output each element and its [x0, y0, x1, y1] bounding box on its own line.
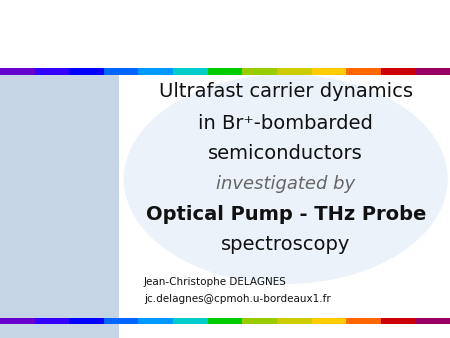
- Ellipse shape: [124, 74, 448, 284]
- FancyBboxPatch shape: [0, 0, 119, 338]
- Bar: [311, 68, 346, 75]
- Text: semiconductors: semiconductors: [208, 144, 363, 163]
- Text: Jean-Christophe DELAGNES: Jean-Christophe DELAGNES: [144, 277, 287, 287]
- Bar: [277, 318, 311, 324]
- Bar: [277, 68, 311, 75]
- Bar: [346, 318, 381, 324]
- Bar: [35, 68, 69, 75]
- Bar: [208, 318, 242, 324]
- FancyBboxPatch shape: [0, 0, 450, 68]
- Bar: [242, 68, 277, 75]
- Bar: [139, 68, 173, 75]
- FancyBboxPatch shape: [119, 0, 450, 68]
- Bar: [69, 318, 104, 324]
- Text: Optical Pump - THz Probe: Optical Pump - THz Probe: [145, 205, 426, 224]
- FancyBboxPatch shape: [119, 0, 450, 338]
- Bar: [381, 318, 415, 324]
- Text: jc.delagnes@cpmoh.u-bordeaux1.fr: jc.delagnes@cpmoh.u-bordeaux1.fr: [144, 294, 331, 304]
- Text: spectroscopy: spectroscopy: [221, 235, 351, 254]
- Bar: [242, 318, 277, 324]
- Bar: [381, 68, 415, 75]
- Bar: [139, 318, 173, 324]
- Bar: [311, 318, 346, 324]
- Bar: [35, 318, 69, 324]
- Bar: [415, 318, 450, 324]
- Bar: [415, 68, 450, 75]
- Bar: [173, 318, 208, 324]
- Bar: [208, 68, 242, 75]
- Bar: [173, 68, 208, 75]
- Bar: [346, 68, 381, 75]
- Bar: [0, 68, 35, 75]
- Bar: [69, 68, 104, 75]
- Bar: [0, 318, 35, 324]
- Text: in Br⁺-bombarded: in Br⁺-bombarded: [198, 114, 373, 133]
- Bar: [104, 318, 139, 324]
- Text: investigated by: investigated by: [216, 175, 356, 193]
- Text: Ultrafast carrier dynamics: Ultrafast carrier dynamics: [159, 82, 413, 101]
- Bar: [104, 68, 139, 75]
